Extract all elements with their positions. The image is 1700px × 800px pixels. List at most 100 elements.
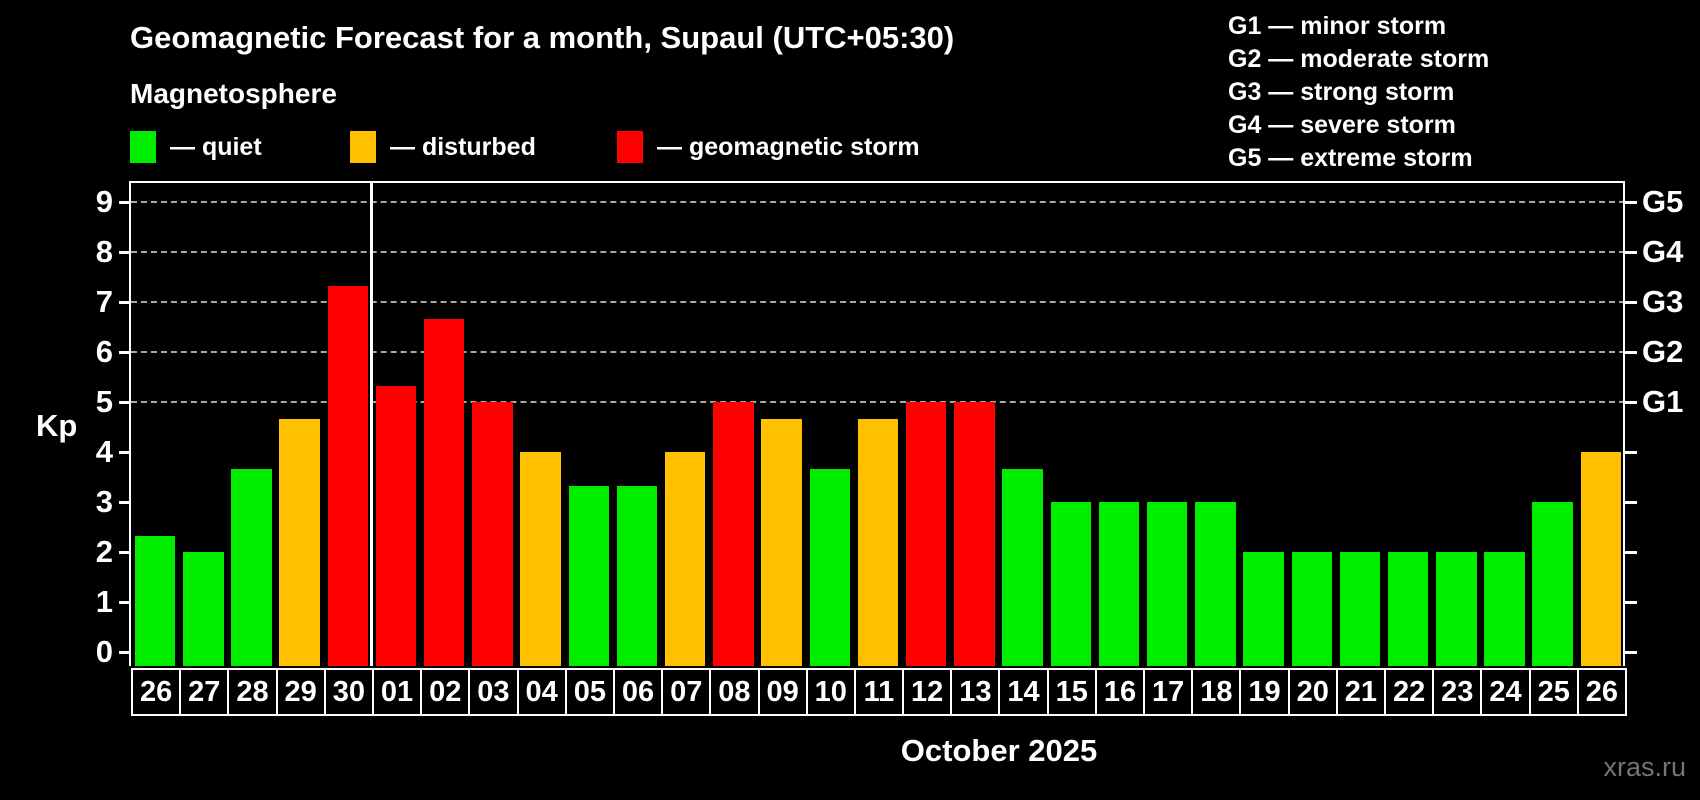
left-tick-8 [119,251,131,254]
watermark: xras.ru [1603,752,1686,782]
right-tick-4 [1625,451,1637,454]
left-tick-3 [119,501,131,504]
day-label-oct-07: 07 [661,668,712,716]
day-label-sep-30: 30 [323,668,374,716]
legend-quiet-label: — quiet [170,132,262,161]
bar-day-03 [472,402,513,666]
bar-day-15 [1050,502,1091,666]
day-label-oct-03: 03 [468,668,519,716]
day-label-oct-06: 06 [612,668,664,716]
left-tick-4 [119,451,131,454]
bar-day-29 [279,418,320,666]
quiet-color-swatch [130,131,156,163]
left-tick-7 [119,301,131,304]
g-legend-line-g4: G4 — severe storm [1228,111,1456,139]
y-tick-label-6: 6 [95,334,113,369]
g-legend-line-g2: G2 — moderate storm [1228,45,1490,73]
right-tick-6 [1625,351,1637,354]
y-tick-label-7: 7 [95,284,113,319]
day-label-oct-21: 21 [1335,668,1387,716]
g-axis-label-g3: G3 [1642,284,1684,319]
chart-title: Geomagnetic Forecast for a month, Supaul… [130,20,955,55]
left-tick-0 [119,651,131,654]
day-label-sep-28: 28 [227,668,278,716]
bar-day-05 [568,485,610,666]
bar-day-11 [857,418,899,666]
bar-day-01 [375,385,417,666]
bar-day-21 [1339,552,1381,666]
bar-day-22 [1387,552,1429,666]
g-scale-legend: G1 — minor storm G2 — moderate storm G3 … [1228,10,1489,175]
g-axis-label-g1: G1 [1642,384,1684,419]
bar-day-04 [520,452,561,666]
bar-day-19 [1243,552,1284,666]
day-label-oct-05: 05 [564,668,615,716]
bar-day-02 [424,318,465,666]
right-tick-5 [1625,401,1637,404]
left-tick-6 [119,351,131,354]
right-tick-2 [1625,551,1637,554]
y-tick-label-4: 4 [95,434,113,469]
day-label-oct-17: 17 [1143,668,1194,716]
bar-day-09 [761,418,802,666]
left-tick-1 [119,601,131,604]
legend-disturbed-label: — disturbed [390,132,536,161]
bar-day-20 [1291,552,1332,666]
y-tick-label-0: 0 [95,634,113,669]
bar-day-23 [1436,552,1477,666]
day-label-oct-14: 14 [998,668,1049,716]
day-label-oct-09: 09 [757,668,808,716]
day-label-oct-11: 11 [853,668,905,716]
storm-color-swatch [617,131,643,163]
gridline-kp-5 [131,401,1625,403]
bar-day-27 [183,552,224,666]
day-label-oct-24: 24 [1480,668,1531,716]
day-label-oct-16: 16 [1094,668,1146,716]
right-tick-0 [1625,651,1637,654]
day-label-oct-04: 04 [516,668,567,716]
legend-item-storm: — geomagnetic storm [617,131,920,163]
right-tick-8 [1625,251,1637,254]
disturbed-color-swatch [350,131,376,163]
gridline-kp-8 [131,251,1625,253]
day-label-sep-27: 27 [179,668,230,716]
plot-border [129,181,1625,666]
legend-item-quiet: — quiet [130,131,262,163]
month-separator-line [370,183,374,666]
gridline-kp-7 [131,301,1625,303]
g-axis-label-g4: G4 [1642,234,1684,269]
day-label-oct-12: 12 [902,668,953,716]
g-legend-line-g5: G5 — extreme storm [1228,144,1473,172]
bar-day-08 [713,402,754,666]
bar-day-18 [1195,502,1236,666]
bar-day-30 [327,285,369,666]
day-label-oct-18: 18 [1191,668,1242,716]
y-tick-label-1: 1 [95,584,113,619]
day-label-sep-26: 26 [131,668,182,716]
day-label-oct-19: 19 [1239,668,1290,716]
bar-day-25 [1532,502,1573,666]
y-axis-title: Kp [36,408,78,443]
day-label-oct-25: 25 [1528,668,1579,716]
bar-day-26 [134,535,176,666]
day-label-oct-01: 01 [371,668,423,716]
g-axis-label-g5: G5 [1642,184,1684,219]
g-legend-line-g1: G1 — minor storm [1228,12,1447,40]
y-tick-label-3: 3 [95,484,113,519]
bar-day-07 [664,452,706,666]
day-label-oct-15: 15 [1046,668,1097,716]
bar-day-14 [1002,468,1043,666]
x-axis-title: October 2025 [900,733,1098,768]
legend-item-disturbed: — disturbed [350,131,536,163]
day-label-oct-23: 23 [1432,668,1483,716]
y-tick-label-8: 8 [95,234,113,269]
bar-day-10 [809,468,851,666]
chart-subtitle: Magnetosphere [130,78,337,109]
g-legend-line-g3: G3 — strong storm [1228,78,1455,106]
day-label-oct-22: 22 [1384,668,1435,716]
y-tick-label-5: 5 [95,384,113,419]
y-tick-label-2: 2 [95,534,113,569]
gridline-kp-9 [131,201,1625,203]
day-label-oct-02: 02 [420,668,471,716]
